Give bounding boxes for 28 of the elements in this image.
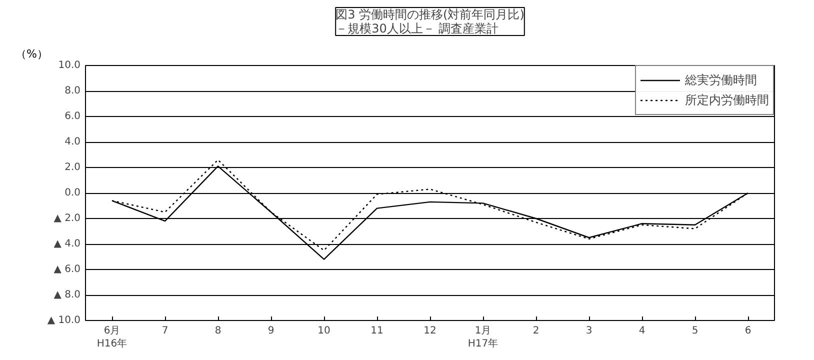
x-tick-label: 5 [692, 326, 698, 336]
x-tick-label: 3 [586, 326, 592, 336]
legend-label: 所定内労働時間 [685, 92, 769, 108]
x-tick-label: 8 [214, 326, 222, 336]
y-tick-label: 2.0 [64, 162, 81, 173]
x-tick-label: 9 [268, 326, 274, 336]
x-tick-label: 6 [744, 326, 752, 336]
y-axis-title: （%） [16, 48, 48, 60]
x-tick-label: 11 [370, 326, 384, 336]
x-tick-label: 12 [424, 326, 436, 336]
chart-title: 図3 労働時間の推移(対前年同月比) －規模30人以上－ 調査産業計 [336, 8, 524, 36]
x-tick-label: 2 [532, 326, 540, 336]
y-tick-label: 0.0 [64, 188, 81, 198]
x-tick-label: 1月 H17年 [468, 326, 498, 350]
y-tick-label: ▲ 2.0 [54, 213, 81, 224]
y-tick-label: ▲ 4.0 [54, 238, 81, 250]
y-tick-label: ▲ 6.0 [54, 264, 81, 275]
x-tick-label: 10 [318, 326, 330, 336]
y-tick-label: 6.0 [64, 111, 81, 122]
y-tick-label: ▲ 10.0 [47, 315, 81, 326]
x-tick-label: 7 [162, 326, 168, 336]
x-tick-label: 6月 H16年 [96, 326, 128, 350]
x-tick-label: 4 [638, 326, 646, 336]
legend-label: 総実労働時間 [685, 72, 757, 88]
y-tick-label: 4.0 [64, 136, 81, 148]
y-tick-label: 10.0 [58, 60, 80, 71]
y-tick-label: 8.0 [64, 86, 81, 96]
y-tick-label: ▲ 8.0 [54, 290, 81, 300]
